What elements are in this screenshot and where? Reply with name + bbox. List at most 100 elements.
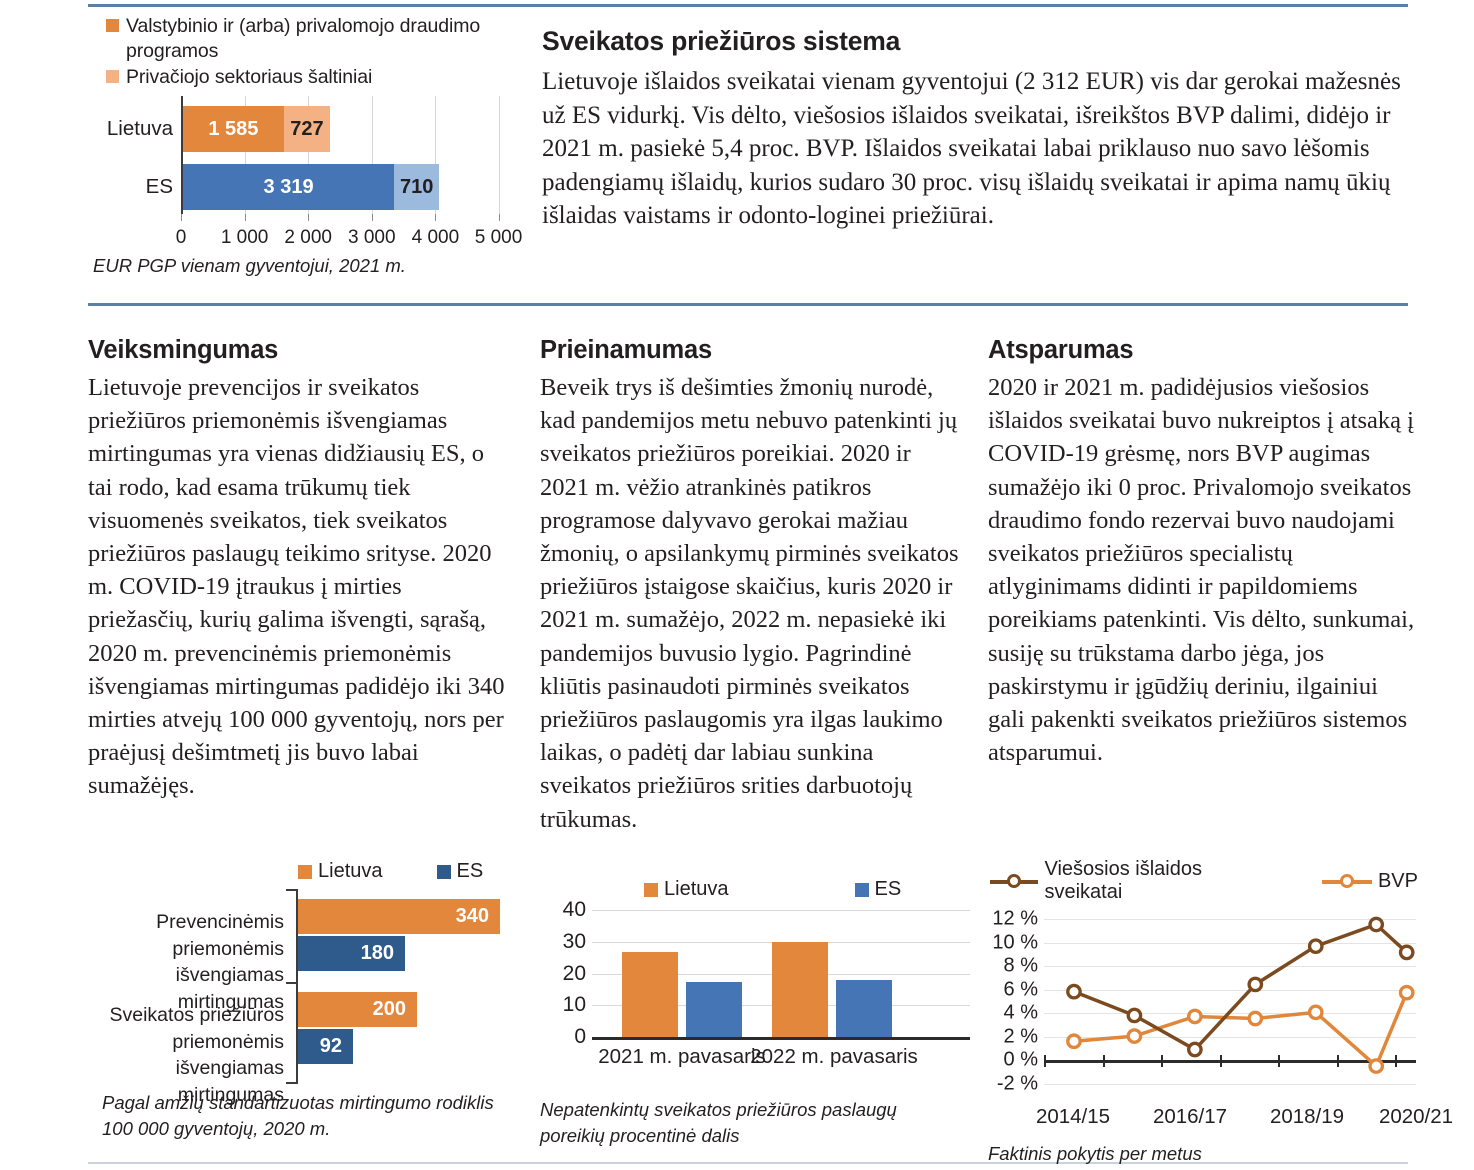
bar-value-lietuva-private: 727 bbox=[290, 117, 324, 140]
spending-per-capita-chart: Valstybinio ir (arba) privalomojo draudi… bbox=[88, 14, 528, 279]
legend-item-public-health-spending: Viešosios išlaidos sveikatai bbox=[990, 858, 1278, 904]
mortality-value-es-treatable: 92 bbox=[319, 1035, 342, 1057]
spending-chart-x-axis-labels: 0 1 000 2 000 3 000 4 000 5 000 bbox=[176, 221, 523, 251]
spending-chart-legend: Valstybinio ir (arba) privalomojo draudi… bbox=[106, 14, 528, 90]
legend-item-private-sources: Privačiojo sektoriaus šaltiniai bbox=[106, 65, 528, 90]
y-tick-12: 12 % bbox=[992, 907, 1038, 930]
x-tick-3 bbox=[1219, 1055, 1222, 1067]
mortality-chart-caption: Pagal amžių standartizuotas mirtingumo r… bbox=[102, 1092, 494, 1139]
unmet-bar-lietuva-2021 bbox=[622, 952, 678, 1037]
unmet-bar-es-2022 bbox=[836, 980, 892, 1037]
x-tick-4 bbox=[1278, 1055, 1280, 1067]
mortality-chart-y-axis bbox=[296, 889, 298, 1084]
bar-row-es: ES 3 319 710 bbox=[146, 164, 440, 210]
mortality-value-lietuva-treatable: 200 bbox=[372, 998, 406, 1020]
bar-value-es-private: 710 bbox=[399, 175, 434, 198]
gridline-neg2 bbox=[1044, 1084, 1416, 1085]
column-body-resilience: 2020 ir 2021 m. padidėjusios viešosios i… bbox=[988, 374, 1415, 767]
avoidable-mortality-legend: Lietuva ES bbox=[298, 860, 528, 883]
legend-label-lietuva: Lietuva bbox=[664, 878, 729, 900]
unmet-needs-x-axis bbox=[592, 1037, 970, 1040]
gridline-10 bbox=[1044, 942, 1416, 944]
spending-chart-y-axis bbox=[181, 96, 183, 214]
intro-body: Lietuvoje išlaidos sveikatai vienam gyve… bbox=[542, 68, 1401, 229]
legend-label-es: ES bbox=[456, 860, 484, 882]
unmet-bar-lietuva-2022 bbox=[772, 942, 828, 1037]
gridline-8 bbox=[1044, 966, 1416, 968]
divider-middle bbox=[88, 303, 1408, 306]
column-accessibility: Prieinamumas Beveik trys iš dešimties žm… bbox=[540, 336, 970, 836]
bar-segment-es-private: 710 bbox=[394, 164, 440, 210]
unmet-needs-plot: 0 10 20 30 40 2021 m. pavasaris 2022 m. … bbox=[540, 898, 970, 1068]
bar-segment-lietuva-public: 1 585 bbox=[183, 106, 284, 152]
gridline-2 bbox=[1044, 1036, 1416, 1038]
legend-item-gdp: BVP bbox=[1321, 869, 1418, 893]
bar-segment-es-public: 3 319 bbox=[183, 164, 395, 210]
column-title-resilience: Atsparumas bbox=[988, 336, 1134, 364]
annual-change-plot: 12 % 10 % 8 % 6 % 4 % 2 % 0 % -2 % bbox=[988, 907, 1453, 1129]
bar-value-es-public: 3 319 bbox=[263, 175, 314, 198]
legend-label-public-health-spending: Viešosios išlaidos sveikatai bbox=[1044, 858, 1202, 903]
legend-swatch-navy bbox=[436, 864, 451, 879]
unmet-needs-y-axis-labels: 0 10 20 30 40 bbox=[540, 898, 586, 1048]
gridline-40 bbox=[592, 910, 970, 911]
divider-top bbox=[88, 4, 1408, 7]
legend-item-es: ES bbox=[854, 878, 902, 901]
x-label-2018-19: 2018/19 bbox=[1269, 1105, 1345, 1128]
mortality-value-es-preventable: 180 bbox=[360, 942, 394, 964]
legend-line-marker-orange bbox=[1321, 874, 1372, 888]
y-tick-neg2: -2 % bbox=[996, 1072, 1038, 1095]
annual-change-y-axis-labels: 12 % 10 % 8 % 6 % 4 % 2 % 0 % -2 % bbox=[988, 907, 1038, 1099]
legend-line-marker-brown bbox=[990, 874, 1039, 888]
column-body-accessibility: Beveik trys iš dešimties žmonių nurodė, … bbox=[540, 374, 959, 833]
x-tick-1000: 1 000 bbox=[220, 227, 269, 248]
x-tick-5000: 5 000 bbox=[474, 227, 523, 248]
legend-label-es: ES bbox=[874, 878, 902, 900]
y-tick-10: 10 % bbox=[992, 931, 1038, 954]
annual-change-x-axis-labels: 2014/15 2016/17 2018/19 2020/21 bbox=[1036, 1105, 1453, 1133]
bar-row-lietuva: Lietuva 1 585 727 bbox=[107, 106, 330, 152]
spending-chart-caption: EUR PGP vienam gyventojui, 2021 m. bbox=[93, 255, 406, 276]
unmet-needs-chart-caption: Nepatenkintų sveikatos priežiūros paslau… bbox=[540, 1099, 897, 1146]
gridline-12 bbox=[1044, 919, 1416, 920]
legend-swatch-light-orange bbox=[106, 70, 119, 83]
y-tick-2: 2 % bbox=[1003, 1025, 1038, 1048]
annual-change-zero-axis bbox=[1044, 1060, 1416, 1063]
spending-chart-gridlines bbox=[181, 96, 500, 214]
x-tick-3000: 3 000 bbox=[348, 227, 396, 248]
y-tick-6: 6 % bbox=[1003, 978, 1038, 1001]
mortality-group-label-preventable: Prevencinėmis priemonėmis išvengiamas mi… bbox=[156, 911, 284, 1013]
legend-item-es: ES bbox=[436, 860, 484, 883]
axis-tick-bottom bbox=[286, 1082, 298, 1084]
spending-chart-plot: Lietuva 1 585 727 ES 3 319 710 bbox=[107, 96, 500, 214]
unmet-needs-bars-area bbox=[592, 909, 970, 1040]
x-tick-2 bbox=[1161, 1055, 1163, 1067]
x-label-2016-17: 2016/17 bbox=[1152, 1105, 1228, 1128]
annual-change-chart-caption: Faktinis pokytis per metus bbox=[988, 1143, 1202, 1164]
column-title-effectiveness: Veiksmingumas bbox=[88, 336, 279, 364]
legend-item-public-insurance: Valstybinio ir (arba) privalomojo draudi… bbox=[106, 14, 528, 64]
unmet-needs-chart: Lietuva ES 0 10 20 30 40 2021 m. pavasar… bbox=[540, 878, 970, 1149]
legend-swatch-orange bbox=[298, 864, 312, 879]
legend-label-public-insurance: Valstybinio ir (arba) privalomojo draudi… bbox=[126, 15, 481, 62]
legend-label-gdp: BVP bbox=[1377, 869, 1418, 892]
legend-label-private-sources: Privačiojo sektoriaus šaltiniai bbox=[126, 66, 373, 88]
x-tick-2000: 2 000 bbox=[284, 227, 332, 248]
markers-gdp bbox=[1066, 984, 1415, 1074]
y-tick-0: 0 bbox=[574, 1025, 586, 1048]
annual-change-line-paths bbox=[1066, 916, 1415, 1074]
bar-segment-lietuva-private: 727 bbox=[283, 106, 330, 152]
y-tick-8: 8 % bbox=[1003, 954, 1038, 977]
x-tick-5 bbox=[1336, 1055, 1339, 1067]
mortality-bar-lietuva-preventable: 340 bbox=[298, 899, 500, 934]
annual-change-chart: Viešosios išlaidos sveikatai BVP 12 % 10… bbox=[988, 858, 1453, 1167]
mortality-group-label-treatable: Sveikatos priežiūros priemonėmis išvengi… bbox=[109, 1004, 285, 1106]
x-tick-6 bbox=[1395, 1055, 1397, 1067]
column-effectiveness: Veiksmingumas Lietuvoje prevencijos ir s… bbox=[88, 336, 518, 803]
mortality-value-lietuva-preventable: 340 bbox=[455, 905, 489, 927]
mortality-bar-lietuva-treatable: 200 bbox=[298, 992, 417, 1027]
legend-label-lietuva: Lietuva bbox=[318, 860, 383, 882]
axis-tick-top bbox=[286, 889, 298, 891]
x-tick-0 bbox=[1044, 1055, 1046, 1067]
unmet-bar-es-2021 bbox=[686, 982, 742, 1037]
